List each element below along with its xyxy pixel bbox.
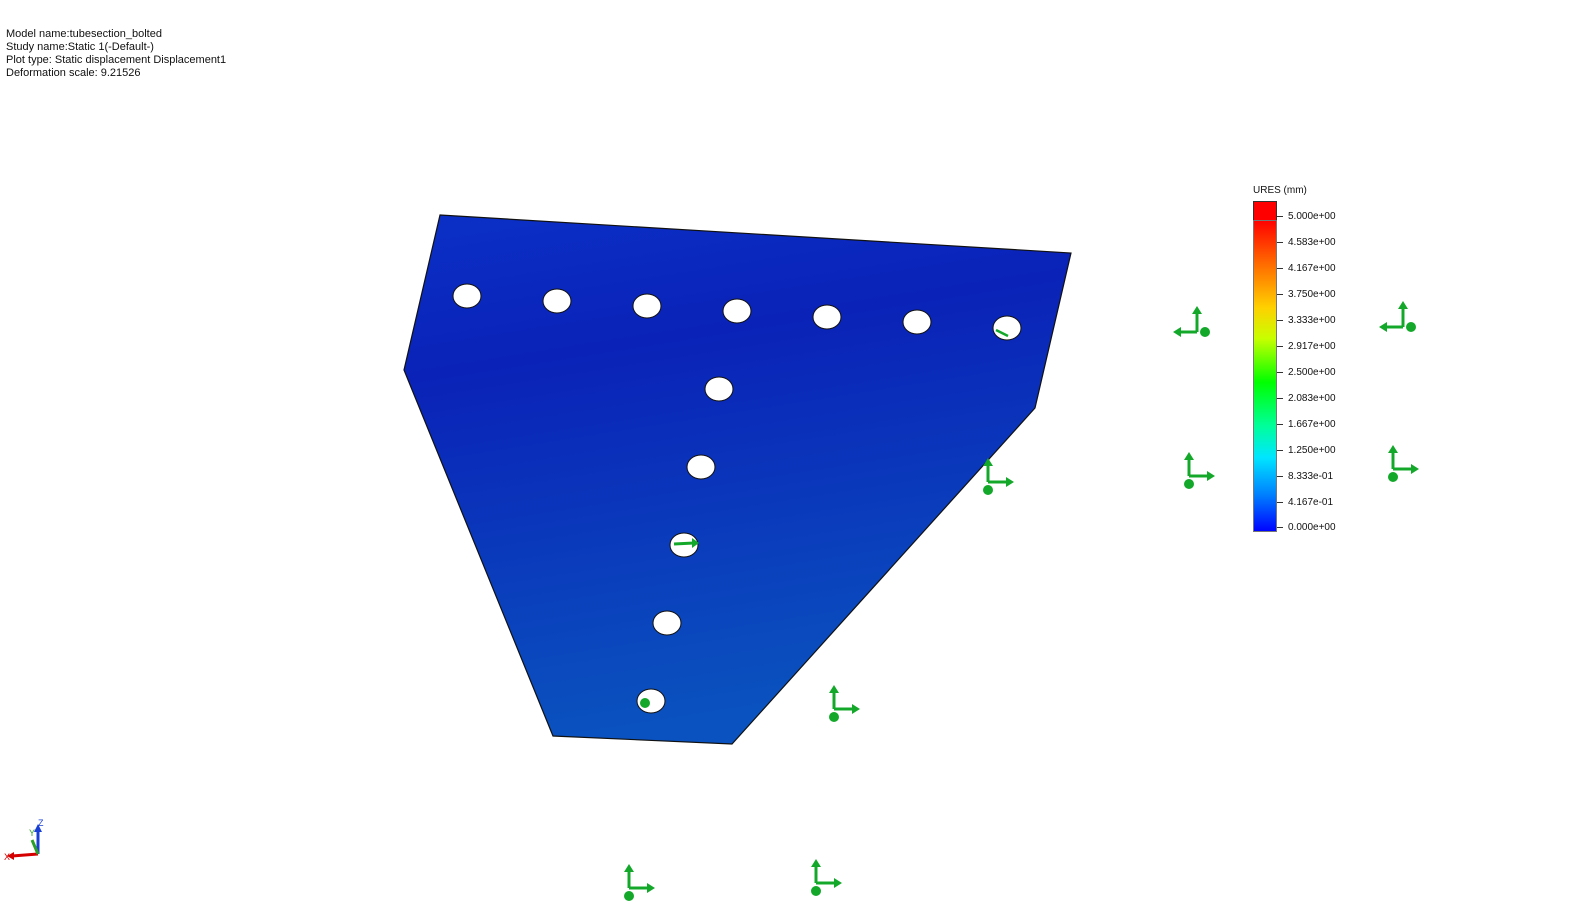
fixture-arrow-icon[interactable]	[1171, 304, 1212, 339]
legend-label: 1.667e+00	[1277, 419, 1336, 430]
legend-label: 4.167e-01	[1277, 497, 1333, 508]
fixture-arrow-icon[interactable]	[827, 683, 862, 724]
legend-label: 4.167e+00	[1277, 263, 1336, 274]
hole-fixture-marks	[640, 328, 1009, 708]
fixture-arrow-icon[interactable]	[809, 857, 844, 898]
legend-max-swatch	[1253, 201, 1277, 221]
study-info: Model name:tubesection_bolted Study name…	[6, 28, 226, 80]
legend-label: 3.750e+00	[1277, 289, 1336, 300]
bolt-holes	[452, 283, 1022, 714]
legend-label: 2.500e+00	[1277, 367, 1336, 378]
triad-x-label: X	[4, 852, 10, 862]
model-name-text: Model name:tubesection_bolted	[6, 28, 162, 40]
bolt-hole	[632, 293, 662, 319]
legend-color-bar	[1253, 220, 1277, 532]
legend-label: 5.000e+00	[1277, 211, 1336, 222]
bolt-hole	[902, 309, 932, 335]
bolt-hole	[992, 315, 1022, 341]
legend-label: 2.083e+00	[1277, 393, 1336, 404]
bolt-hole	[722, 298, 752, 324]
legend-label: 4.583e+00	[1277, 237, 1336, 248]
legend-label: 3.333e+00	[1277, 315, 1336, 326]
triad-z-label: Z	[38, 818, 44, 828]
bolt-hole	[812, 304, 842, 330]
triad-y-label: Y	[29, 828, 35, 838]
bolt-hole	[686, 454, 716, 480]
reference-triad[interactable]: Z Y X	[4, 818, 52, 866]
fixture-arrow-icon[interactable]	[1182, 450, 1217, 491]
legend-title: URES (mm)	[1253, 185, 1307, 196]
plot-type-text: Plot type: Static displacement Displacem…	[6, 54, 227, 66]
legend-label: 1.250e+00	[1277, 445, 1336, 456]
deformed-plate[interactable]	[403, 214, 1072, 745]
deformation-scale-text: Deformation scale: 9.21526	[6, 67, 141, 79]
legend-labels: 5.000e+00 4.583e+00 4.167e+00 3.750e+00 …	[1277, 183, 1377, 543]
fixture-arrow-icon[interactable]	[622, 862, 657, 903]
bolt-hole	[542, 288, 572, 314]
color-legend[interactable]: URES (mm) 5.000e+00 4.583e+00 4.167e+00 …	[1253, 183, 1393, 543]
bolt-hole	[704, 376, 734, 402]
bolt-hole	[452, 283, 482, 309]
legend-label: 0.000e+00	[1277, 522, 1336, 533]
study-name-text: Study name:Static 1(-Default-)	[6, 41, 154, 53]
fixture-arrow-icon[interactable]	[981, 456, 1016, 497]
legend-label: 8.333e-01	[1277, 471, 1333, 482]
bolt-hole	[652, 610, 682, 636]
legend-label: 2.917e+00	[1277, 341, 1336, 352]
